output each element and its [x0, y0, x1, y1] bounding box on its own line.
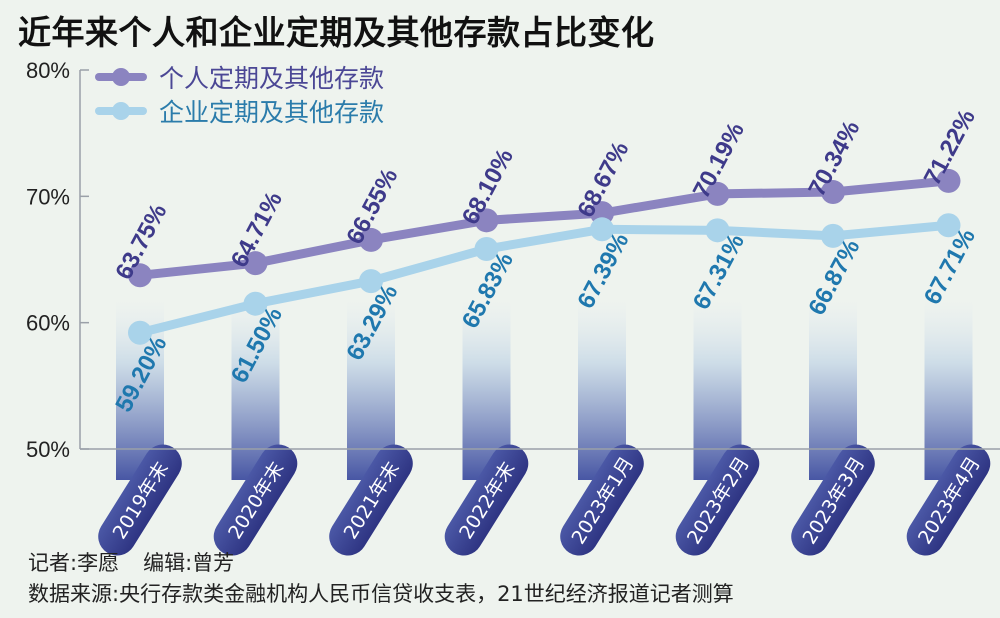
reporter-credit: 记者:李愿 [28, 551, 120, 575]
data-point [821, 223, 845, 248]
legend-swatch-corporate [95, 102, 147, 120]
data-point [936, 168, 961, 193]
legend-swatch-personal [95, 68, 147, 86]
x-tick-badge [444, 444, 529, 556]
data-point [128, 263, 152, 288]
series-line-0 [135, 176, 953, 280]
legend-label-corporate: 企业定期及其他存款 [159, 98, 385, 127]
data-point [359, 269, 383, 294]
legend-item-personal: 个人定期及其他存款 [95, 60, 384, 94]
data-label: 67.71% [919, 224, 981, 309]
legend: 个人定期及其他存款 企业定期及其他存款 [95, 60, 384, 128]
x-tick-badge [329, 444, 413, 556]
x-tick-badge [791, 444, 875, 556]
x-tick-badge [213, 444, 298, 556]
data-point [128, 320, 152, 345]
x-tick-badge [560, 444, 644, 556]
x-tick-badge [906, 444, 991, 556]
x-tick-badge [98, 444, 182, 556]
series-line-1 [135, 220, 953, 338]
legend-item-corporate: 企业定期及其他存款 [95, 94, 384, 128]
data-point [821, 180, 845, 205]
y-tick-label: 60% [26, 311, 70, 336]
data-source: 数据来源:央行存款类金融机构人民币信贷收支表，21世纪经济报道记者测算 [28, 582, 734, 606]
data-point [590, 217, 614, 242]
legend-label-personal: 个人定期及其他存款 [159, 64, 385, 93]
y-tick-label: 70% [26, 184, 70, 209]
data-point [705, 218, 730, 243]
data-point [359, 227, 383, 252]
data-point [474, 237, 499, 262]
chart-title: 近年来个人和企业定期及其他存款占比变化 [18, 13, 655, 52]
y-tick-label: 80% [26, 58, 70, 83]
data-point [474, 208, 499, 233]
data-point [936, 213, 961, 238]
data-point [705, 181, 730, 206]
x-tick-badge [675, 444, 760, 556]
y-tick-label: 50% [26, 437, 70, 462]
credits: 记者:李愿 编辑:曾芳 数据来源:央行存款类金融机构人民币信贷收支表，21世纪经济… [28, 548, 734, 610]
data-point [243, 291, 268, 316]
data-point [243, 251, 268, 276]
editor-credit: 编辑:曾芳 [143, 551, 235, 575]
